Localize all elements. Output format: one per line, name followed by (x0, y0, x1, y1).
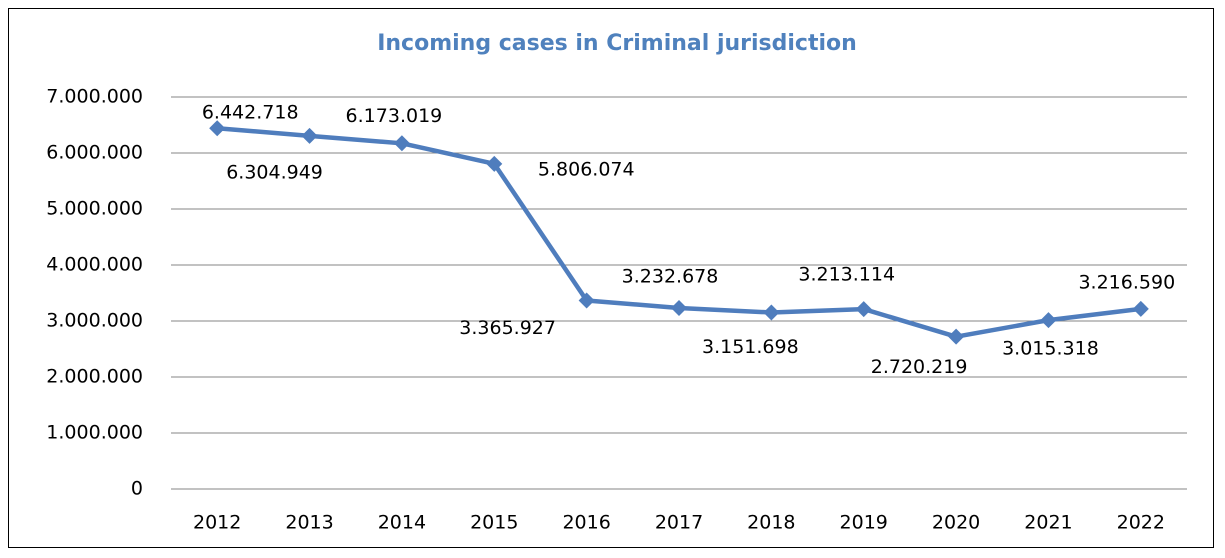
x-tick-label: 2017 (655, 512, 703, 534)
data-label: 3.213.114 (798, 264, 895, 286)
x-tick-label: 2021 (1024, 512, 1072, 534)
marker (1132, 300, 1149, 317)
marker (855, 301, 872, 318)
data-label: 6.442.718 (202, 102, 299, 124)
x-tick-label: 2012 (193, 512, 241, 534)
x-tick-label: 2014 (378, 512, 426, 534)
x-tick-label: 2015 (470, 512, 518, 534)
data-label: 3.151.698 (702, 336, 799, 358)
x-tick-label: 2022 (1117, 512, 1165, 534)
marker (486, 155, 503, 172)
chart-border (8, 8, 1214, 548)
y-tick-label: 4.000.000 (46, 254, 143, 276)
marker (209, 120, 226, 137)
data-label: 3.015.318 (1002, 338, 1099, 360)
data-label: 2.720.219 (871, 356, 968, 378)
data-label: 3.216.590 (1078, 271, 1175, 293)
y-tick-label: 2.000.000 (46, 366, 143, 388)
data-label: 3.232.678 (622, 265, 719, 287)
y-tick-label: 0 (131, 478, 143, 500)
marker (1040, 312, 1057, 329)
marker (948, 328, 965, 345)
x-tick-label: 2019 (840, 512, 888, 534)
marker (301, 127, 318, 144)
data-label: 6.173.019 (346, 105, 443, 127)
marker (671, 299, 687, 316)
x-tick-label: 2020 (932, 512, 980, 534)
x-tick-label: 2016 (562, 512, 610, 534)
y-tick-label: 5.000.000 (46, 198, 143, 220)
x-tick-label: 2018 (747, 512, 795, 534)
x-tick-label: 2013 (285, 512, 333, 534)
y-tick-label: 3.000.000 (46, 310, 143, 332)
data-label: 3.365.927 (459, 317, 556, 339)
data-label: 5.806.074 (538, 158, 635, 180)
y-tick-label: 7.000.000 (46, 86, 143, 108)
y-tick-label: 6.000.000 (46, 142, 143, 164)
marker (393, 135, 410, 152)
chart-title: Incoming cases in Criminal jurisdiction (377, 31, 857, 56)
marker (763, 304, 780, 321)
y-tick-label: 1.000.000 (46, 422, 143, 444)
marker (578, 292, 595, 309)
data-label: 6.304.949 (226, 161, 323, 183)
